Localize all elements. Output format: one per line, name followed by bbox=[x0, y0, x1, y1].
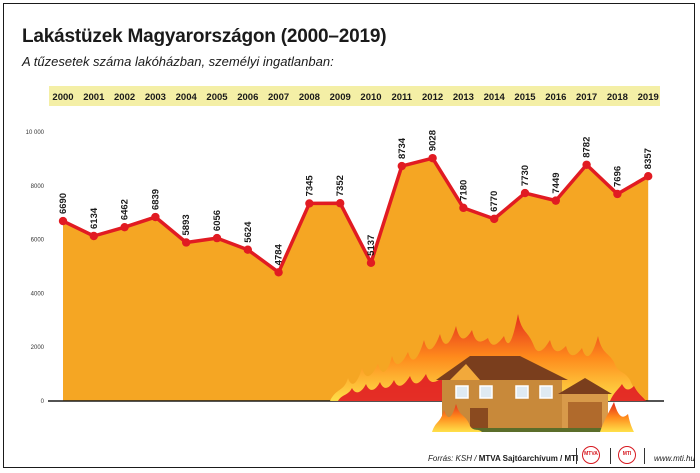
data-point bbox=[89, 231, 99, 241]
flames-foreground bbox=[432, 402, 634, 432]
y-tick-label: 0 bbox=[41, 399, 45, 405]
data-point bbox=[551, 196, 560, 205]
data-label: 7345 bbox=[304, 175, 315, 197]
x-tick-label: 2011 bbox=[391, 92, 412, 103]
data-point bbox=[490, 214, 499, 224]
data-point bbox=[274, 268, 283, 277]
x-tick-label: 2012 bbox=[422, 92, 443, 103]
source-note: Forrás: KSH / MTVA Sajtóarchívum / MTI bbox=[428, 454, 579, 463]
data-point bbox=[613, 189, 622, 199]
data-point bbox=[644, 171, 653, 181]
data-label: 7449 bbox=[551, 172, 562, 193]
x-tick-label: 2008 bbox=[299, 92, 320, 103]
x-tick-label: 2018 bbox=[607, 92, 628, 103]
data-point bbox=[305, 199, 314, 208]
x-tick-label: 2017 bbox=[576, 92, 597, 103]
website-url: www.mti.hu bbox=[654, 454, 695, 463]
x-tick-label: 2006 bbox=[237, 92, 258, 103]
data-label: 6690 bbox=[58, 193, 69, 214]
data-label: 8782 bbox=[582, 137, 593, 158]
x-tick-label: 2005 bbox=[206, 92, 228, 103]
separator bbox=[610, 448, 611, 464]
data-point bbox=[243, 245, 252, 254]
x-tick-label: 2015 bbox=[514, 92, 536, 103]
data-label: 4784 bbox=[274, 243, 285, 265]
data-label: 6056 bbox=[212, 210, 223, 231]
x-tick-label: 2007 bbox=[268, 92, 289, 103]
y-tick-label: 4000 bbox=[31, 291, 45, 297]
x-tick-label: 2014 bbox=[484, 92, 506, 103]
data-point bbox=[120, 222, 129, 232]
data-label: 7730 bbox=[520, 165, 531, 186]
data-label: 6462 bbox=[120, 199, 131, 220]
x-tick-label: 2004 bbox=[176, 92, 198, 103]
data-label: 5624 bbox=[243, 221, 254, 243]
x-tick-label: 2000 bbox=[52, 92, 73, 103]
data-point bbox=[151, 212, 160, 222]
data-point bbox=[182, 238, 191, 247]
data-point bbox=[336, 199, 345, 208]
data-point bbox=[366, 258, 376, 268]
fire-illustration bbox=[330, 314, 646, 432]
mtva-logo: MTVA bbox=[582, 446, 600, 464]
data-point bbox=[459, 203, 468, 213]
data-label: 9028 bbox=[428, 130, 439, 151]
x-tick-label: 2013 bbox=[453, 92, 474, 103]
y-tick-label: 6000 bbox=[31, 238, 45, 244]
x-tick-label: 2019 bbox=[638, 92, 659, 103]
x-tick-label: 2009 bbox=[330, 92, 351, 103]
data-label: 5137 bbox=[366, 235, 377, 256]
chart-subtitle: A tűzesetek száma lakóházban, személyi i… bbox=[22, 54, 334, 69]
y-tick-label: 2000 bbox=[31, 345, 45, 351]
series-line bbox=[62, 156, 650, 275]
data-label: 7180 bbox=[458, 180, 469, 201]
data-point bbox=[520, 188, 530, 198]
x-tick-label: 2001 bbox=[83, 92, 105, 103]
data-point bbox=[397, 161, 406, 171]
data-label: 6839 bbox=[150, 189, 161, 210]
y-tick-label: 8000 bbox=[31, 184, 45, 190]
year-strip bbox=[49, 86, 660, 106]
flames-front bbox=[338, 374, 646, 401]
y-tick-label: 10 000 bbox=[26, 130, 45, 136]
chart-title: Lakástüzek Magyarországon (2000–2019) bbox=[22, 26, 387, 47]
mti-logo: MTI bbox=[618, 446, 636, 464]
data-label: 7352 bbox=[335, 175, 346, 196]
x-tick-label: 2003 bbox=[145, 92, 166, 103]
data-point bbox=[58, 216, 68, 226]
separator bbox=[576, 448, 577, 464]
data-label: 8357 bbox=[643, 148, 654, 169]
x-tick-label: 2016 bbox=[545, 92, 566, 103]
data-label: 8734 bbox=[397, 137, 408, 159]
data-label: 5893 bbox=[181, 214, 192, 235]
data-point bbox=[582, 160, 591, 169]
x-tick-label: 2002 bbox=[114, 92, 135, 103]
data-label: 6770 bbox=[489, 191, 500, 212]
separator bbox=[644, 448, 645, 464]
data-point bbox=[428, 153, 437, 163]
x-tick-label: 2010 bbox=[360, 92, 381, 103]
data-point bbox=[212, 233, 222, 243]
data-label: 7696 bbox=[612, 166, 623, 187]
data-label: 6134 bbox=[89, 207, 100, 229]
